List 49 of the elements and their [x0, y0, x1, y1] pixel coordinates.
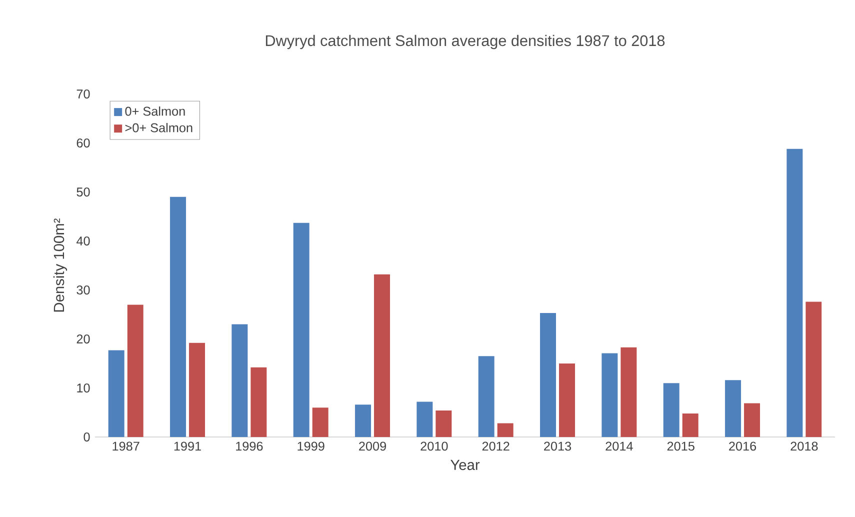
bar	[436, 410, 452, 437]
y-tick-label: 40	[76, 236, 90, 246]
x-tick-label: 1987	[112, 442, 140, 451]
y-axis-title: Density 100m²	[53, 218, 68, 312]
bar	[540, 313, 556, 437]
x-tick-label: 2018	[790, 442, 818, 451]
x-tick-label: 2015	[667, 442, 694, 451]
x-tick-label: 2009	[359, 442, 386, 451]
bar	[170, 196, 186, 437]
x-tick-label: 2010	[420, 442, 448, 451]
legend-label: >0+ Salmon	[125, 122, 192, 132]
y-tick-label: 10	[77, 384, 90, 392]
bar	[189, 342, 205, 437]
bar	[232, 324, 248, 437]
y-tick-label: 0	[84, 432, 90, 442]
bar	[620, 347, 637, 437]
bar	[682, 413, 698, 437]
y-tick-label: 60	[76, 138, 90, 148]
x-tick-label: 2016	[729, 442, 756, 451]
y-tick-label: 30	[76, 286, 90, 294]
bar	[374, 274, 390, 437]
bar	[127, 304, 144, 437]
bar	[744, 403, 760, 437]
x-tick-label: 2014	[606, 442, 633, 451]
bar	[355, 404, 372, 437]
bar	[108, 350, 124, 437]
x-tick-label: 2013	[544, 442, 572, 451]
bar	[806, 302, 822, 437]
x-tick-label: 1999	[298, 442, 324, 451]
chart-title: Dwyryd catchment Salmon average densities 1987 to 2018	[266, 34, 665, 50]
bar	[250, 367, 267, 437]
x-axis-title: Year	[450, 460, 480, 470]
bar	[786, 148, 803, 437]
legend-label: 0+ Salmon	[125, 106, 185, 116]
bar	[497, 423, 514, 437]
bar	[559, 364, 576, 437]
x-tick-label: 1996	[236, 442, 263, 451]
y-tick-label: 50	[76, 188, 90, 196]
bar	[663, 383, 680, 437]
bar	[602, 353, 618, 437]
y-tick-label: 70	[76, 90, 90, 98]
x-tick-label: 2012	[482, 442, 510, 451]
y-tick-label: 20	[76, 334, 90, 344]
bar	[416, 402, 433, 437]
x-tick-label: 1991	[174, 442, 201, 451]
bar	[293, 222, 310, 437]
bar	[312, 408, 328, 437]
bar	[725, 380, 742, 437]
bar	[478, 356, 494, 437]
